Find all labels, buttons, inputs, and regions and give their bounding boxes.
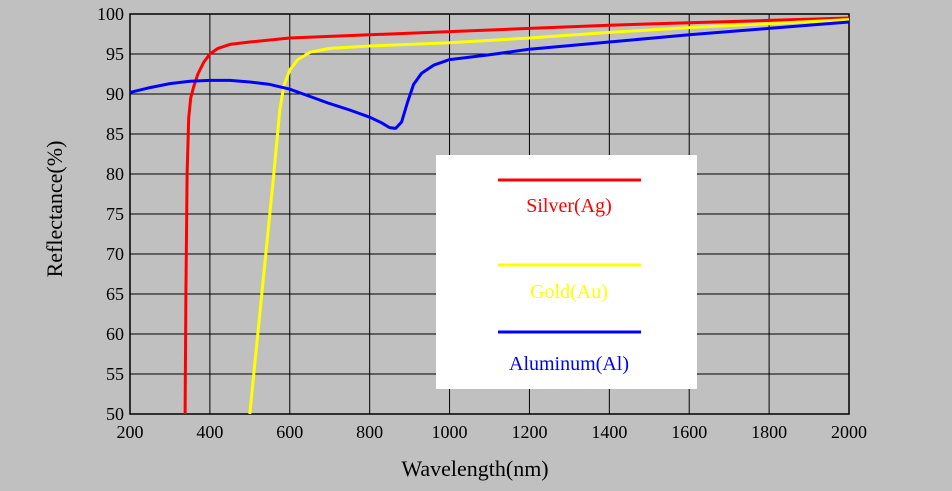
plot-area-frame	[129, 13, 850, 415]
legend-label-silver-ag: Silver(Ag)	[526, 195, 612, 217]
y-tick-label: 90	[106, 84, 124, 104]
x-axis-title: Wavelength(nm)	[401, 456, 548, 481]
y-tick-label: 95	[106, 44, 124, 64]
y-tick-label: 50	[106, 404, 124, 424]
x-tick-label: 600	[276, 422, 303, 442]
x-tick-label: 2000	[831, 422, 867, 442]
y-tick-label: 60	[106, 324, 124, 344]
y-tick-label: 80	[106, 164, 124, 184]
legend-label-gold-au: Gold(Au)	[530, 281, 608, 303]
legend: Silver(Ag) Gold(Au) Aluminum(Al)	[436, 155, 697, 389]
x-tick-label: 1800	[751, 422, 787, 442]
series-line-gold-au	[248, 18, 850, 415]
x-tick-label: 1000	[432, 422, 468, 442]
y-axis-title: Reflectance(%)	[42, 141, 67, 278]
x-tick-label: 1400	[591, 422, 627, 442]
series-line-silver-ag	[183, 16, 850, 415]
series-line-aluminum-al	[129, 20, 850, 130]
tick-labels: 200 400 600 800 1000 1200 1400 1600 1800 2000 50 55…	[97, 4, 867, 442]
series-lines	[129, 16, 850, 415]
x-tick-label: 200	[117, 422, 144, 442]
x-tick-label: 800	[356, 422, 383, 442]
legend-box	[436, 155, 697, 389]
y-tick-label: 85	[106, 124, 124, 144]
y-tick-label: 100	[97, 4, 124, 24]
y-tick-label: 55	[106, 364, 124, 384]
x-tick-label: 1600	[671, 422, 707, 442]
y-tick-label: 65	[106, 284, 124, 304]
legend-label-aluminum-al: Aluminum(Al)	[509, 353, 629, 375]
y-tick-label: 75	[106, 204, 124, 224]
x-tick-label: 1200	[511, 422, 547, 442]
y-tick-label: 70	[106, 244, 124, 264]
x-tick-label: 400	[196, 422, 223, 442]
